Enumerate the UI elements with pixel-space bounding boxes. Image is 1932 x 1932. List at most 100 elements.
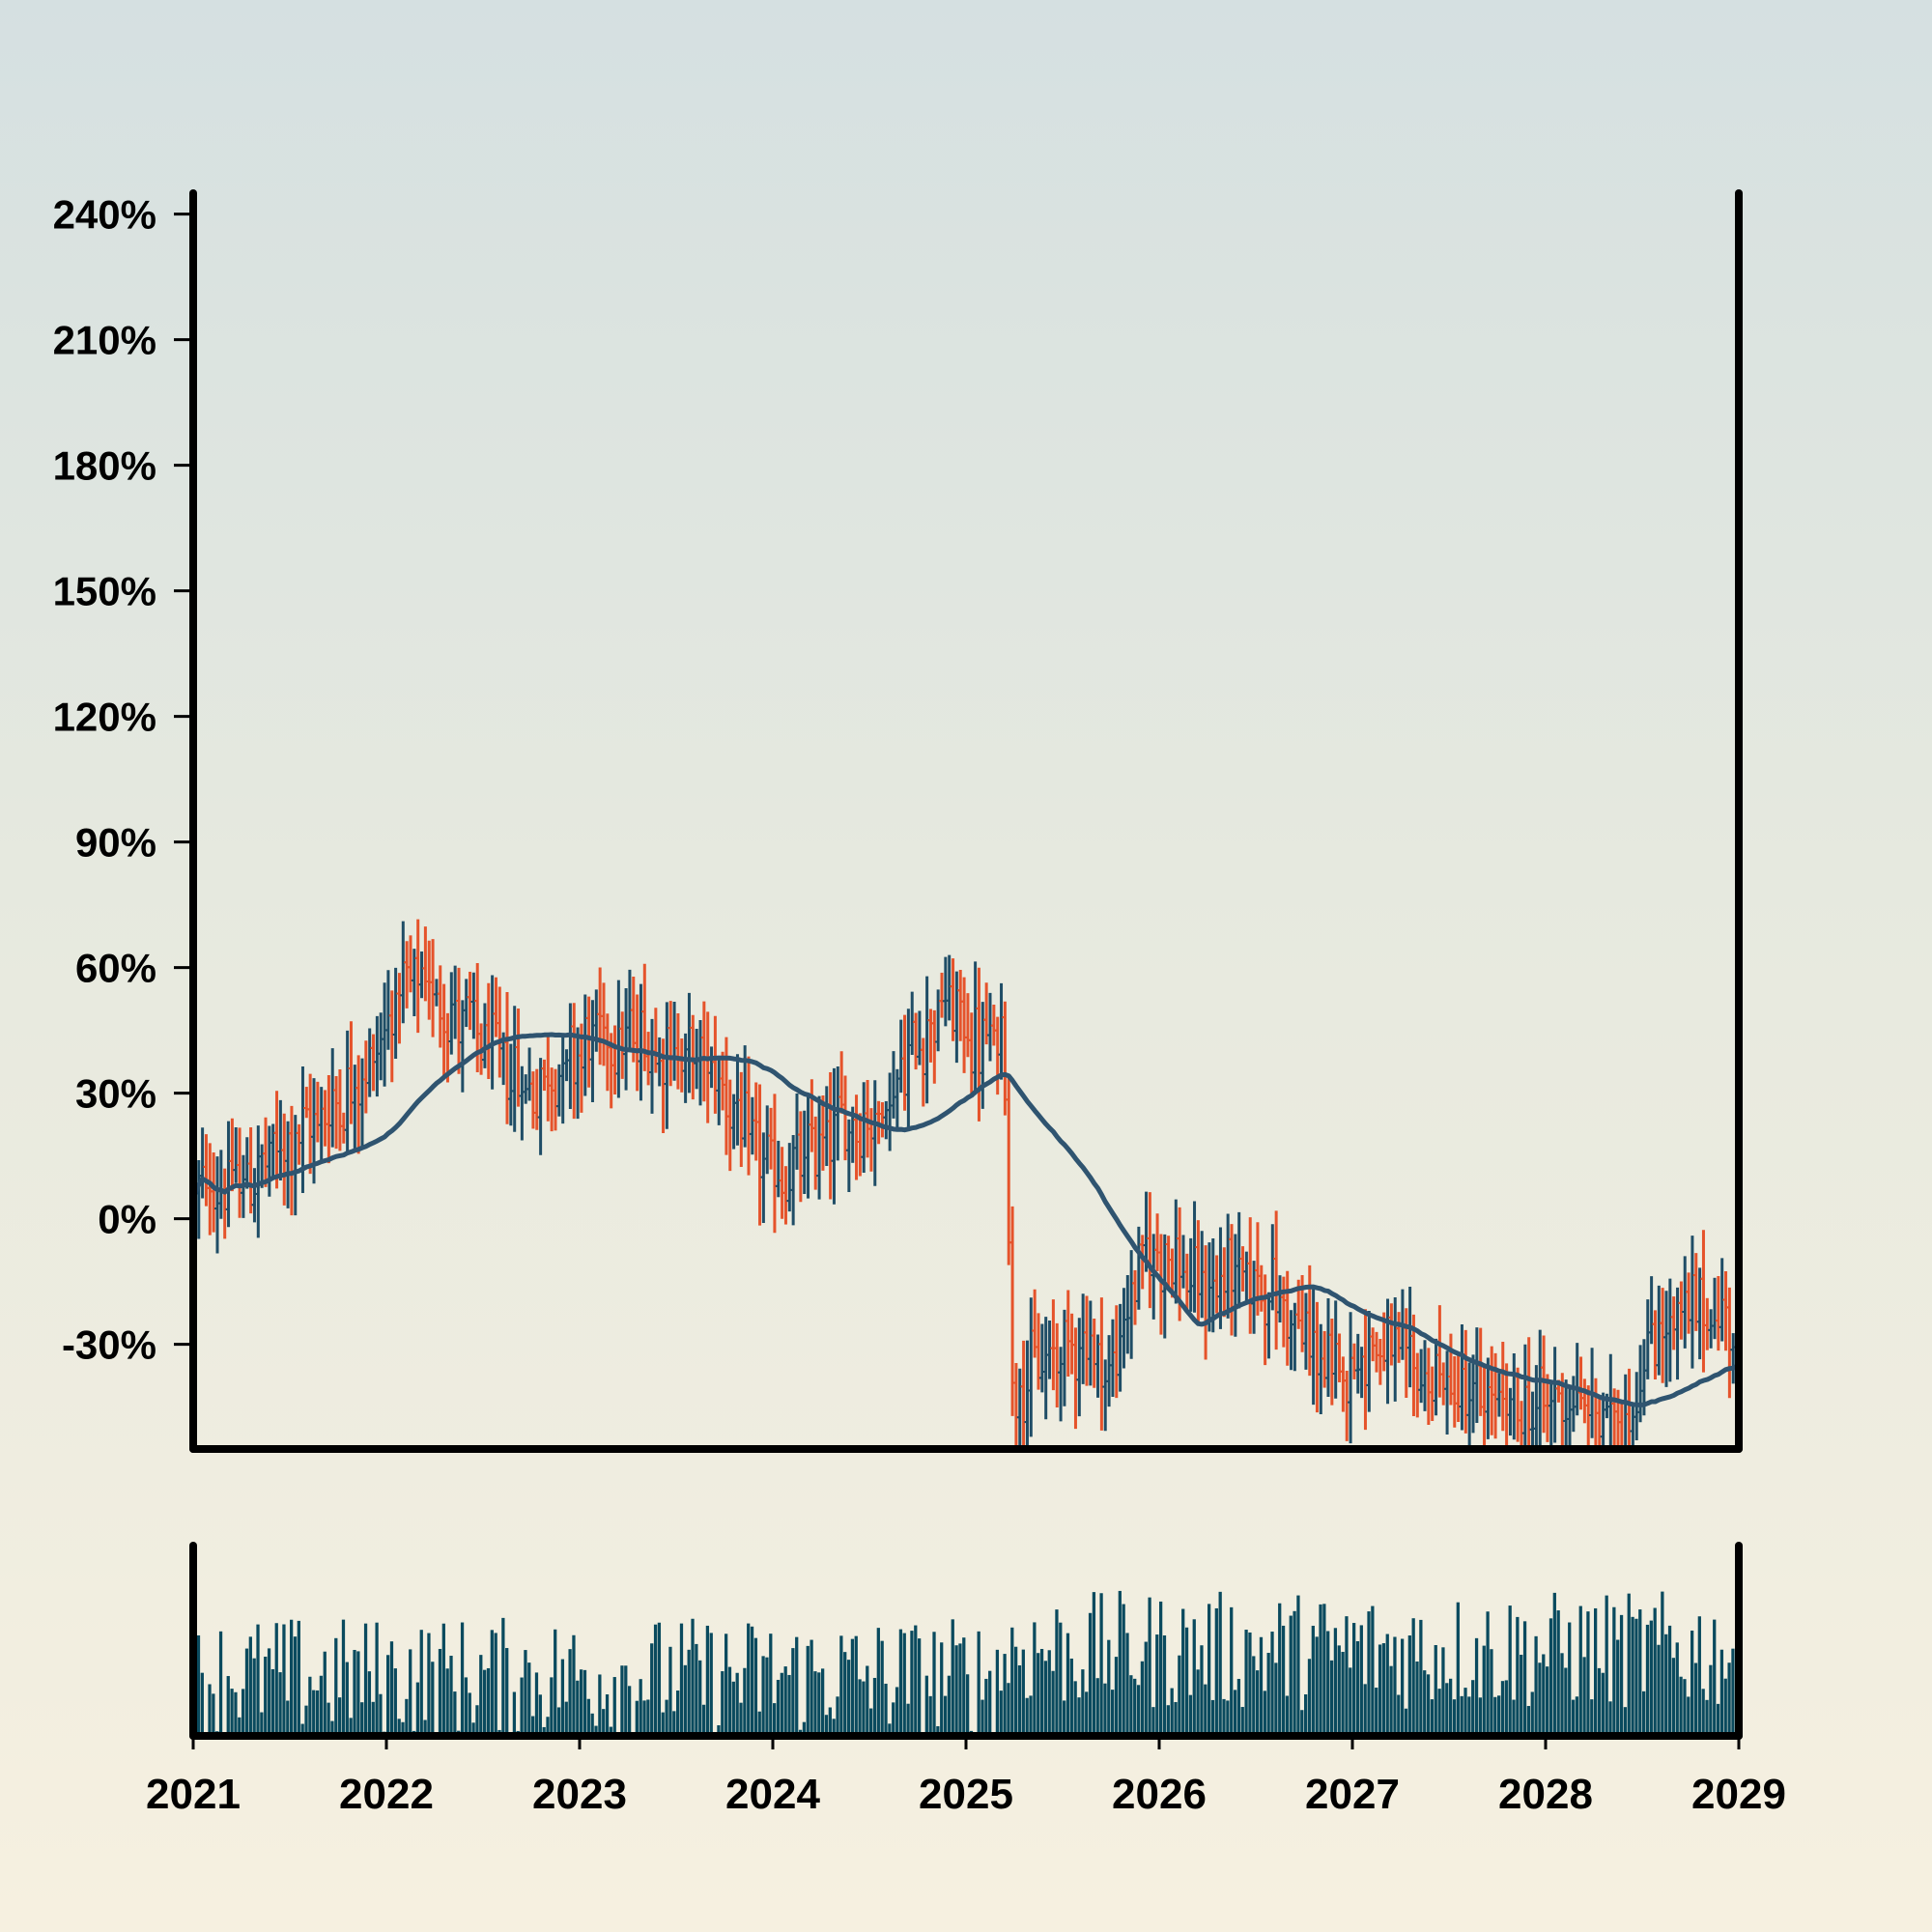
volume-bar: [300, 1723, 304, 1736]
volume-bar: [902, 1633, 906, 1736]
ohlc-bar: [203, 1134, 210, 1207]
volume-bar: [1701, 1689, 1705, 1736]
ohlc-bar: [493, 977, 499, 1037]
ohlc-bar: [1065, 1290, 1071, 1378]
ohlc-bar: [489, 975, 496, 1090]
volume-bar: [1051, 1670, 1055, 1736]
ohlc-bar: [931, 1009, 938, 1084]
ohlc-bar: [378, 1012, 384, 1081]
volume-bar: [475, 1705, 479, 1736]
volume-bar: [1471, 1680, 1475, 1736]
volume-bar: [572, 1634, 576, 1736]
ohlc-bar: [404, 941, 411, 1009]
ohlc-bar: [615, 980, 622, 1098]
ohlc-bar: [861, 1082, 867, 1173]
volume-bar: [653, 1624, 658, 1736]
ohlc-bar: [946, 954, 952, 1021]
volume-bar: [683, 1664, 687, 1736]
ohlc-bar: [1254, 1222, 1261, 1316]
volume-bar: [1616, 1639, 1620, 1736]
ohlc-bar: [923, 976, 930, 1104]
ohlc-bar: [1477, 1327, 1484, 1416]
volume-bar: [1493, 1696, 1497, 1736]
ohlc-bar: [1318, 1323, 1324, 1414]
y-tick-label: 30%: [75, 1071, 156, 1117]
ohlc-bar: [1350, 1343, 1357, 1379]
volume-bar: [650, 1643, 654, 1736]
volume-bar: [419, 1630, 423, 1736]
volume-bar: [1623, 1707, 1628, 1736]
volume-bar: [727, 1666, 732, 1736]
volume-bar: [1039, 1648, 1044, 1736]
volume-bar: [1322, 1604, 1326, 1736]
ohlc-bar: [1396, 1312, 1403, 1363]
volume-bar: [999, 1690, 1003, 1736]
volume-bar: [1270, 1632, 1274, 1736]
ohlc-bar: [1135, 1226, 1142, 1310]
volume-bar: [1296, 1595, 1300, 1736]
ohlc-bar: [217, 1150, 224, 1219]
ohlc-bar: [344, 1030, 351, 1153]
volume-bar: [304, 1705, 308, 1736]
volume-bar: [1140, 1661, 1145, 1736]
volume-bar: [1634, 1618, 1638, 1736]
volume-bar: [1426, 1674, 1431, 1736]
volume-bar: [1043, 1661, 1048, 1736]
volume-bar: [323, 1651, 327, 1736]
volume-bar: [248, 1636, 252, 1736]
ohlc-bar: [277, 1099, 284, 1180]
volume-bar: [1218, 1591, 1222, 1736]
volume-bar: [576, 1680, 580, 1736]
x-tick-label: 2026: [1112, 1771, 1207, 1818]
volume-bar: [479, 1655, 483, 1736]
ohlc-bar: [1344, 1370, 1350, 1441]
volume-bar: [431, 1662, 435, 1736]
volume-bar: [1099, 1593, 1103, 1736]
volume-bar: [1605, 1595, 1608, 1736]
volume-bar: [1520, 1654, 1523, 1736]
ohlc-bar: [913, 1012, 920, 1070]
volume-bar: [1007, 1683, 1010, 1736]
volume-bar: [1122, 1604, 1125, 1736]
volume-bar: [1590, 1699, 1594, 1736]
volume-bar: [854, 1635, 858, 1736]
volume-bar: [1230, 1606, 1234, 1736]
ohlc-bar: [782, 1166, 789, 1225]
volume-bar: [1166, 1705, 1170, 1736]
ohlc-bar: [1165, 1236, 1172, 1291]
ohlc-bar: [1529, 1391, 1536, 1449]
ohlc-bar: [1644, 1299, 1651, 1379]
ohlc-bar: [237, 1127, 243, 1218]
volume-bar: [824, 1715, 829, 1736]
ohlc-bar: [723, 1037, 729, 1155]
axes: [174, 189, 1743, 1749]
ohlc-bar: [1674, 1287, 1681, 1380]
volume-bar: [286, 1700, 290, 1736]
volume-bar: [932, 1632, 936, 1736]
volume-bar: [1512, 1699, 1516, 1736]
ohlc-bar: [950, 958, 956, 1041]
volume-bar: [1200, 1645, 1204, 1736]
volume-bar: [341, 1619, 346, 1736]
volume-bar: [1226, 1700, 1230, 1736]
volume-bar: [1248, 1632, 1252, 1736]
volume-bar: [962, 1637, 966, 1736]
volume-bar: [1463, 1688, 1467, 1736]
x-tick-label: 2027: [1305, 1771, 1400, 1818]
volume-bar: [580, 1669, 583, 1736]
ohlc-bar: [1678, 1281, 1685, 1340]
ohlc-bar: [1098, 1297, 1105, 1431]
ohlc-bar: [976, 967, 982, 1122]
ohlc-bar: [575, 1027, 582, 1120]
volume-bar: [1649, 1620, 1653, 1736]
volume-bar: [676, 1690, 680, 1736]
ohlc-bar: [1492, 1352, 1499, 1439]
ohlc-bar: [682, 1033, 689, 1103]
ohlc-bar: [318, 1087, 325, 1162]
ohlc-bar: [708, 1046, 715, 1089]
ohlc-bar: [901, 1014, 908, 1111]
ohlc-bar: [537, 1058, 544, 1155]
ohlc-bar: [1618, 1403, 1625, 1449]
volume-bar: [334, 1637, 338, 1736]
ohlc-bar: [649, 1018, 655, 1114]
